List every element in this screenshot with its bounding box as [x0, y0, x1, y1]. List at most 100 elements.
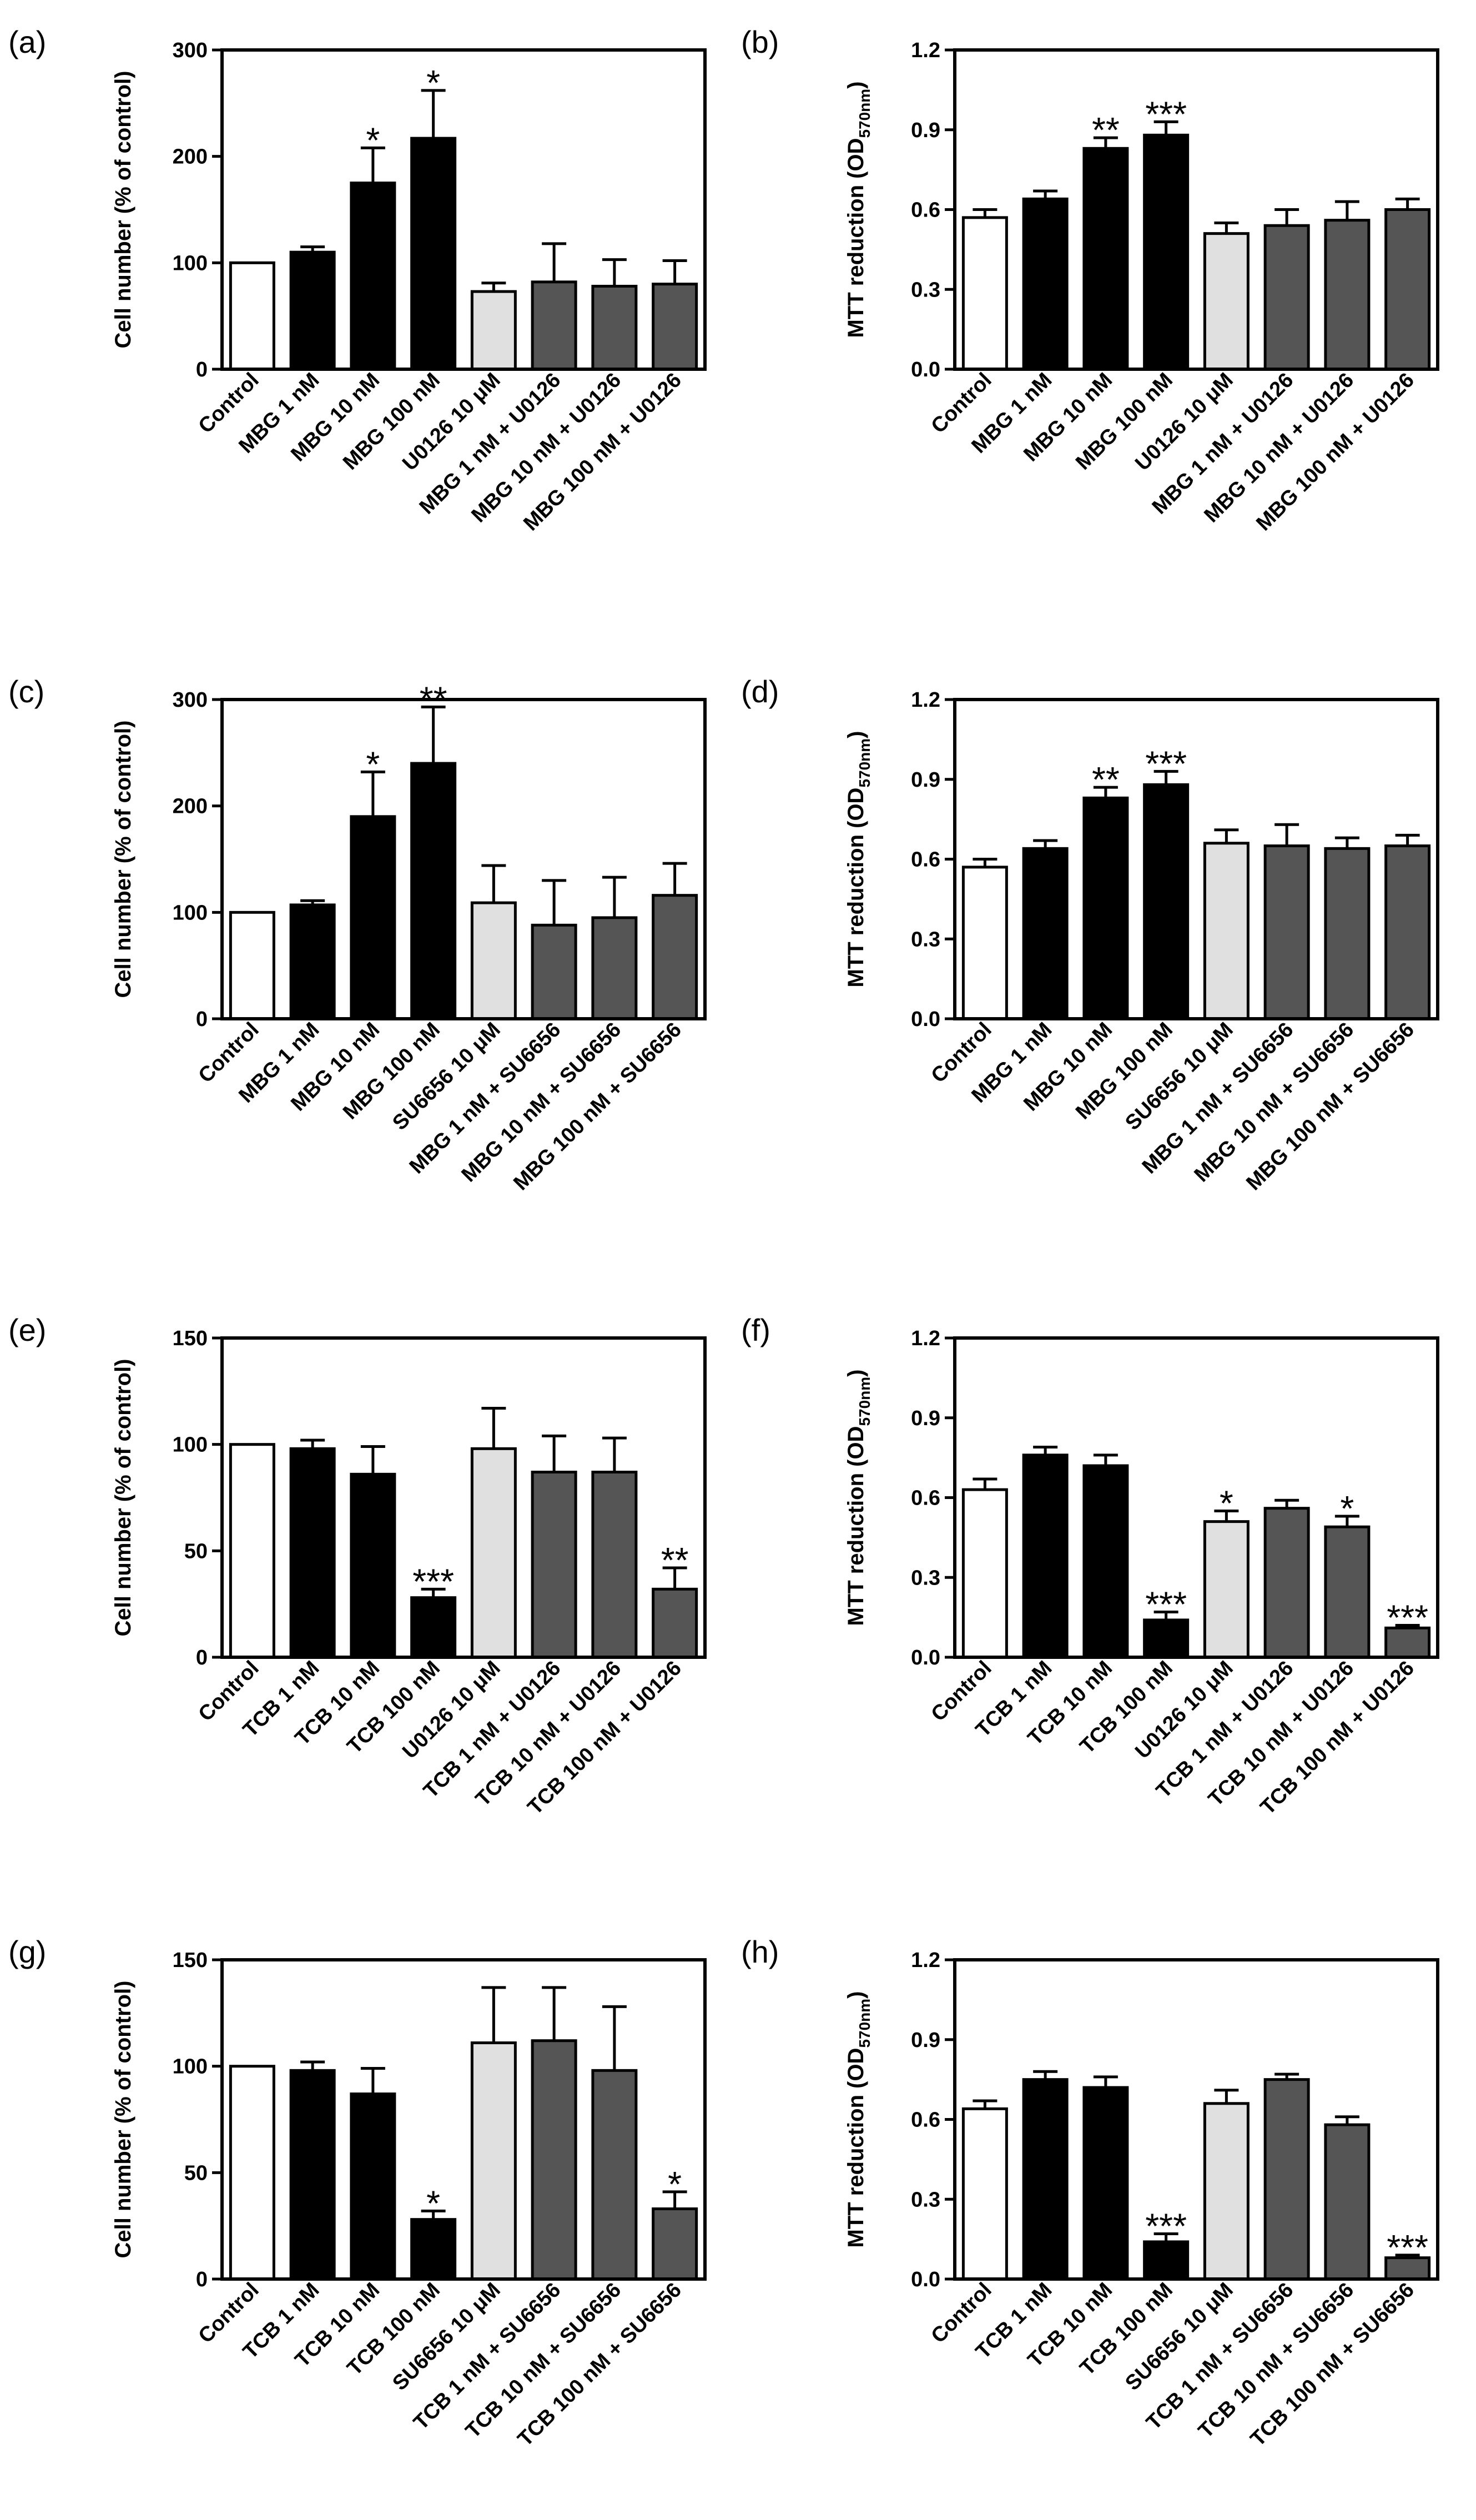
chart-3-y-axis-label-sub: 570nm — [856, 738, 873, 788]
chart-5-significance-7: *** — [1387, 1598, 1428, 1638]
chart-6-y-tick-label-3: 150 — [173, 1949, 208, 1972]
chart-0-significance-2: * — [366, 120, 380, 160]
chart-5-y-axis-label-sub: 570nm — [856, 1377, 873, 1426]
chart-0-y-axis-label-main: Cell number (% of control) — [111, 71, 135, 349]
chart-7-y-axis-label-main: MTT reduction (OD — [844, 2048, 868, 2248]
chart-6-frame — [220, 1958, 707, 2281]
chart-6-bar-0 — [229, 2065, 275, 2281]
chart-6-bar-1 — [289, 2069, 336, 2281]
chart-5-significance-3: *** — [1145, 1585, 1187, 1624]
chart-2-y-axis-label-main: Cell number (% of control) — [111, 721, 135, 998]
chart-0-bar-1 — [289, 250, 336, 371]
chart-2-x-tick-label-4: SU6656 10 μM — [388, 1018, 505, 1135]
chart-3-bar-7 — [1384, 844, 1431, 1020]
chart-0-panel-label: (a) — [8, 24, 46, 59]
chart-7-y-axis-label-sub: 570nm — [856, 1999, 873, 2048]
chart-6-y-tick-label-2: 100 — [173, 2055, 208, 2079]
chart-6-panel-label: (g) — [8, 1934, 46, 1969]
chart-7-bar-2 — [1082, 2086, 1129, 2281]
chart-4-bar-0 — [229, 1443, 275, 1659]
chart-7-y-tick-label-3: 0.9 — [911, 2029, 940, 2052]
chart-1-bar-5 — [1263, 224, 1310, 371]
chart-1-y-tick-label-0: 0.0 — [911, 358, 940, 381]
chart-2-y-tick-label-2: 200 — [173, 795, 208, 818]
chart-6-bar-7 — [652, 2207, 698, 2281]
chart-7-significance-7: *** — [1387, 2227, 1428, 2267]
chart-5-bar-1 — [1022, 1453, 1069, 1659]
chart-1-bar-0 — [961, 216, 1008, 371]
chart-7-bar-0 — [961, 2107, 1008, 2281]
chart-0-bar-6 — [591, 285, 638, 371]
chart-2-frame — [220, 698, 707, 1020]
chart-1-y-axis-label-sub: 570nm — [856, 89, 873, 138]
chart-3-y-axis-label: MTT reduction (OD570nm) — [844, 731, 873, 987]
chart-5-significance-4: * — [1220, 1483, 1233, 1523]
chart-6-y-tick-label-1: 50 — [184, 2161, 208, 2185]
chart-3-significance-3: *** — [1145, 743, 1187, 783]
chart-6-significance-3: * — [426, 2183, 440, 2223]
chart-2-y-tick-label-0: 0 — [196, 1008, 208, 1031]
chart-7-bar-6 — [1324, 2123, 1371, 2281]
chart-3-significance-2: ** — [1092, 759, 1120, 799]
chart-5-panel-label: (f) — [741, 1312, 770, 1347]
chart-4-bar-6 — [591, 1471, 638, 1659]
chart-4-frame — [220, 1336, 707, 1659]
chart-4-y-tick-label-2: 100 — [173, 1433, 208, 1457]
chart-4-y-tick-label-1: 50 — [184, 1540, 208, 1563]
chart-5-y-axis-label-main: MTT reduction (OD — [844, 1426, 868, 1626]
chart-5-y-axis-label: MTT reduction (OD570nm) — [844, 1369, 873, 1626]
chart-0-bar-2 — [350, 182, 396, 371]
chart-7-y-axis-label: MTT reduction (OD570nm) — [844, 1991, 873, 2247]
chart-0-y-tick-label-2: 200 — [173, 145, 208, 169]
chart-1-y-axis-label: MTT reduction (OD570nm) — [844, 81, 873, 338]
chart-7-bar-3 — [1143, 2240, 1190, 2281]
chart-1-bar-7 — [1384, 208, 1431, 371]
chart-0-frame — [220, 48, 707, 371]
chart-6-x-tick-label-4: SU6656 10 μM — [388, 2278, 505, 2395]
chart-2-bar-5 — [531, 923, 577, 1020]
chart-1-y-axis-label-end: ) — [844, 81, 868, 88]
chart-3-y-axis-label-end: ) — [844, 731, 868, 738]
chart-3-y-axis-label-main: MTT reduction (OD — [844, 788, 868, 988]
chart-4: (e)Cell number (% of control)ControlTCB … — [8, 1312, 707, 1819]
chart-2-bar-7 — [652, 894, 698, 1020]
chart-1-bar-6 — [1324, 219, 1371, 371]
chart-2-bar-0 — [229, 911, 275, 1020]
chart-2-y-tick-label-1: 100 — [173, 901, 208, 924]
chart-0-bar-4 — [470, 290, 517, 371]
chart-4-significance-3: *** — [412, 1561, 454, 1601]
chart-0-bar-7 — [652, 283, 698, 371]
chart-6-significance-7: * — [668, 2164, 682, 2204]
chart-7-bar-4 — [1203, 2102, 1250, 2281]
chart-6-bar-2 — [350, 2093, 396, 2281]
chart-2-significance-2: * — [366, 744, 380, 784]
chart-6: (g)Cell number (% of control)ControlTCB … — [8, 1934, 707, 2451]
chart-7-y-tick-label-0: 0.0 — [911, 2268, 940, 2291]
chart-3-y-tick-label-2: 0.6 — [911, 848, 940, 872]
chart-4-significance-7: ** — [661, 1540, 689, 1580]
chart-0-bar-0 — [229, 261, 275, 371]
chart-1-y-axis-label-main: MTT reduction (OD — [844, 138, 868, 338]
chart-1-bar-3 — [1143, 133, 1190, 371]
chart-5-y-tick-label-3: 0.9 — [911, 1407, 940, 1430]
chart-2-bar-6 — [591, 916, 638, 1020]
chart-3-bar-3 — [1143, 783, 1190, 1020]
chart-5-bar-3 — [1143, 1618, 1190, 1659]
chart-2-bar-3 — [410, 762, 457, 1020]
chart-5-bar-4 — [1203, 1520, 1250, 1659]
chart-5-bar-0 — [961, 1488, 1008, 1659]
chart-2-panel-label: (c) — [8, 674, 44, 709]
chart-0-y-tick-label-0: 0 — [196, 358, 208, 381]
chart-0-bar-3 — [410, 137, 457, 371]
chart-5-bar-2 — [1082, 1464, 1129, 1659]
chart-5-bar-6 — [1324, 1525, 1371, 1659]
chart-7-y-tick-label-1: 0.3 — [911, 2188, 940, 2211]
chart-4-y-axis-label-main: Cell number (% of control) — [111, 1359, 135, 1637]
chart-1-significance-3: *** — [1145, 94, 1187, 134]
chart-7-x-tick-label-4: SU6656 10 μM — [1121, 2278, 1237, 2395]
chart-7-bar-5 — [1263, 2078, 1310, 2281]
chart-4-y-axis-label: Cell number (% of control) — [111, 1359, 135, 1637]
chart-6-bar-6 — [591, 2069, 638, 2281]
